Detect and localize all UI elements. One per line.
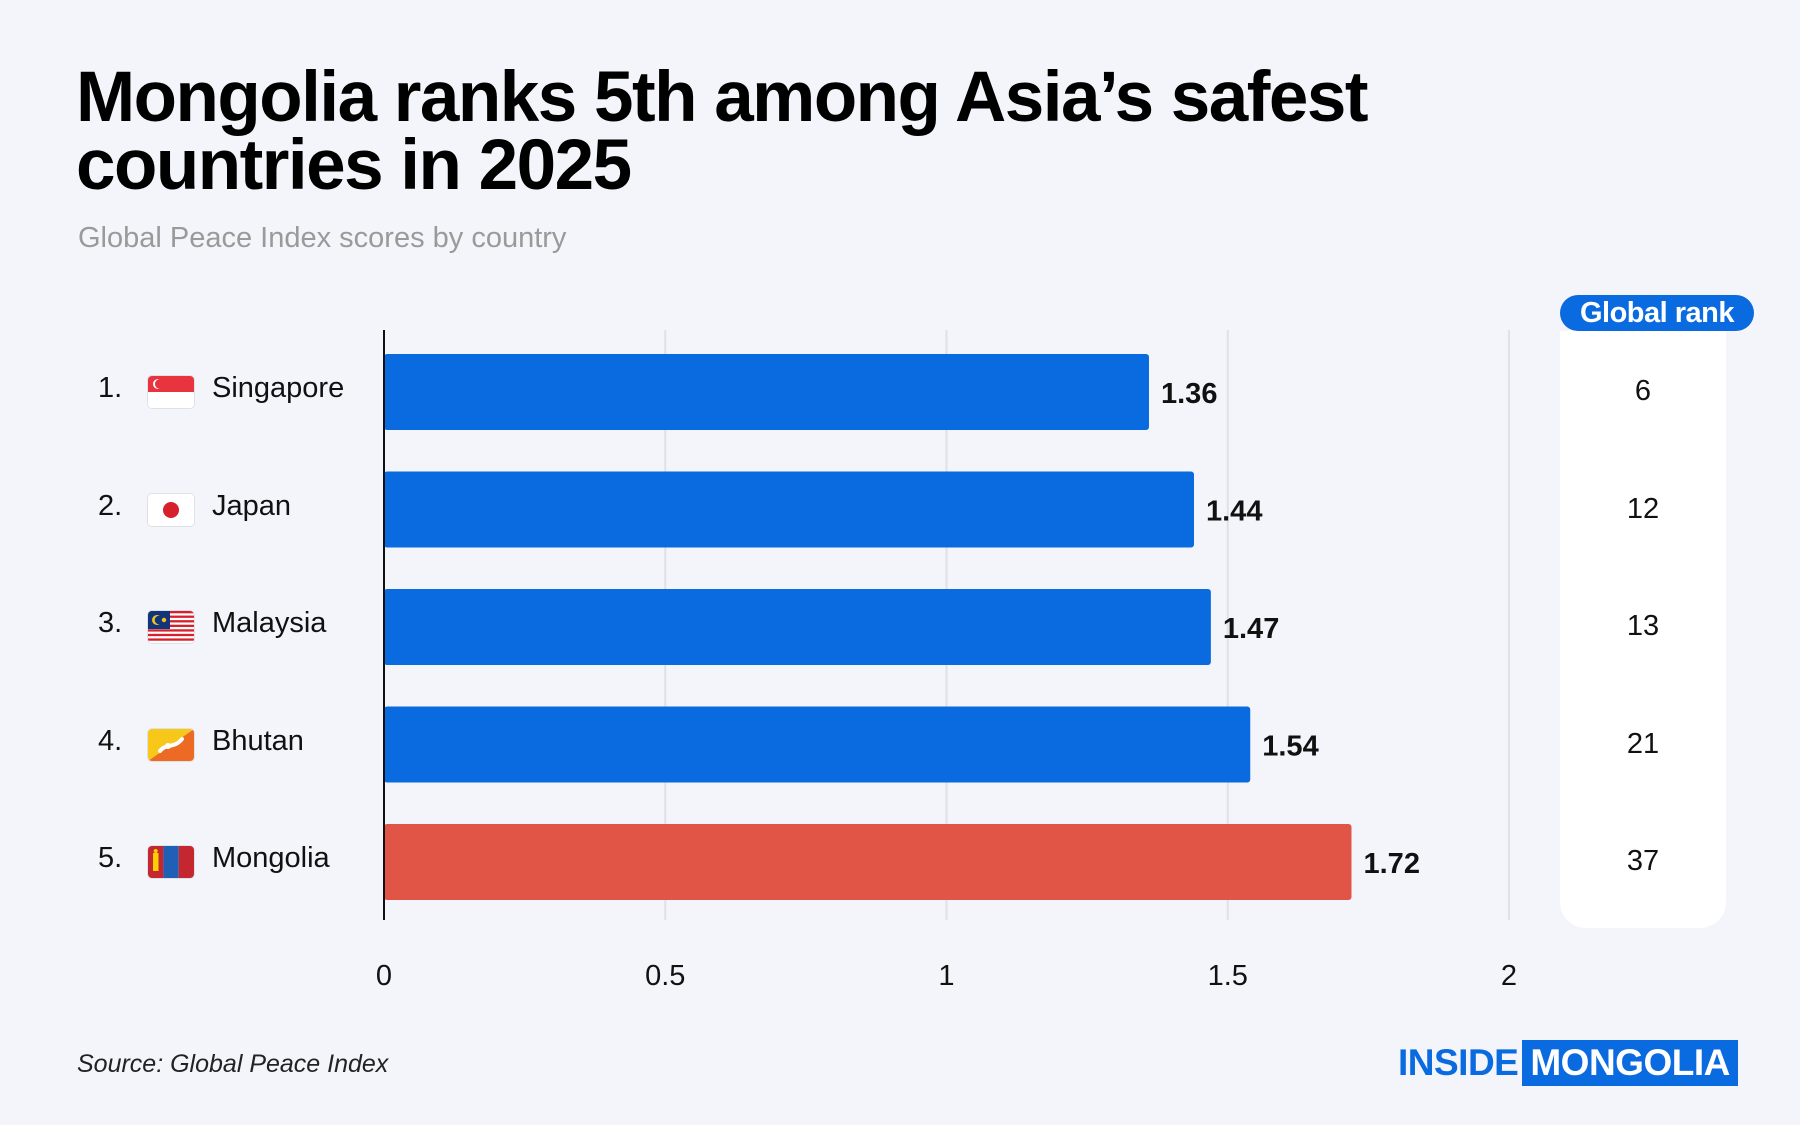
bar-singapore xyxy=(384,354,1149,430)
rank-number: 2. xyxy=(98,489,123,522)
rank-number: 5. xyxy=(98,842,123,874)
chart-title-line-2: countries in 2025 xyxy=(76,126,632,205)
global-rank-value: 13 xyxy=(1626,610,1660,642)
value-label: 1.36 xyxy=(1161,378,1217,410)
japan-flag-icon xyxy=(148,493,194,526)
x-tick-label: 0 xyxy=(376,960,392,992)
global-rank-column: 6 12 13 21 37 xyxy=(1560,329,1726,928)
bar-mongolia xyxy=(384,824,1352,900)
global-rank-value: 21 xyxy=(1626,727,1660,760)
country-name: Singapore xyxy=(212,372,345,404)
x-tick-label: 2 xyxy=(1501,960,1517,992)
chart-title: Mongolia ranks 5th among Asia’s safest c… xyxy=(76,58,1576,205)
global-rank-value: 6 xyxy=(1634,375,1652,407)
country-name: Japan xyxy=(212,489,292,522)
value-label: 1.72 xyxy=(1364,848,1420,880)
brand-logo-part-2: MONGOLIA xyxy=(1522,1040,1738,1086)
bar-bhutan xyxy=(384,706,1251,783)
singapore-flag-icon xyxy=(148,376,194,408)
source-note: Source: Global Peace Index xyxy=(77,1050,389,1078)
x-tick-label: 1.5 xyxy=(1208,960,1248,992)
chart-subtitle: Global Peace Index scores by country xyxy=(78,222,567,254)
chart-title-line-1: Mongolia ranks 5th among Asia’s safest xyxy=(76,58,1369,137)
brand-logo-part-1: INSIDE xyxy=(1398,1042,1519,1083)
x-tick-label: 0.5 xyxy=(645,960,685,992)
global-rank-header: Global rank xyxy=(1560,295,1754,331)
country-name: Mongolia xyxy=(212,842,330,874)
mongolia-flag-icon xyxy=(148,846,194,878)
rank-number: 4. xyxy=(98,724,123,757)
global-rank-value: 37 xyxy=(1626,845,1660,877)
value-label: 1.44 xyxy=(1206,496,1262,528)
rank-number: 1. xyxy=(98,372,123,404)
bar-malaysia xyxy=(384,589,1211,665)
global-rank-value: 12 xyxy=(1626,492,1660,525)
malaysia-flag-icon xyxy=(148,611,194,643)
country-name: Malaysia xyxy=(212,607,327,639)
bar-japan xyxy=(384,471,1194,548)
country-name: Bhutan xyxy=(212,724,304,757)
x-tick-label: 1 xyxy=(938,960,954,992)
value-label: 1.54 xyxy=(1262,731,1318,763)
brand-logo: INSIDE MONGOLIA xyxy=(1398,1040,1738,1086)
bhutan-flag-icon xyxy=(148,728,194,761)
rank-number: 3. xyxy=(98,607,123,639)
value-label: 1.47 xyxy=(1223,613,1279,645)
